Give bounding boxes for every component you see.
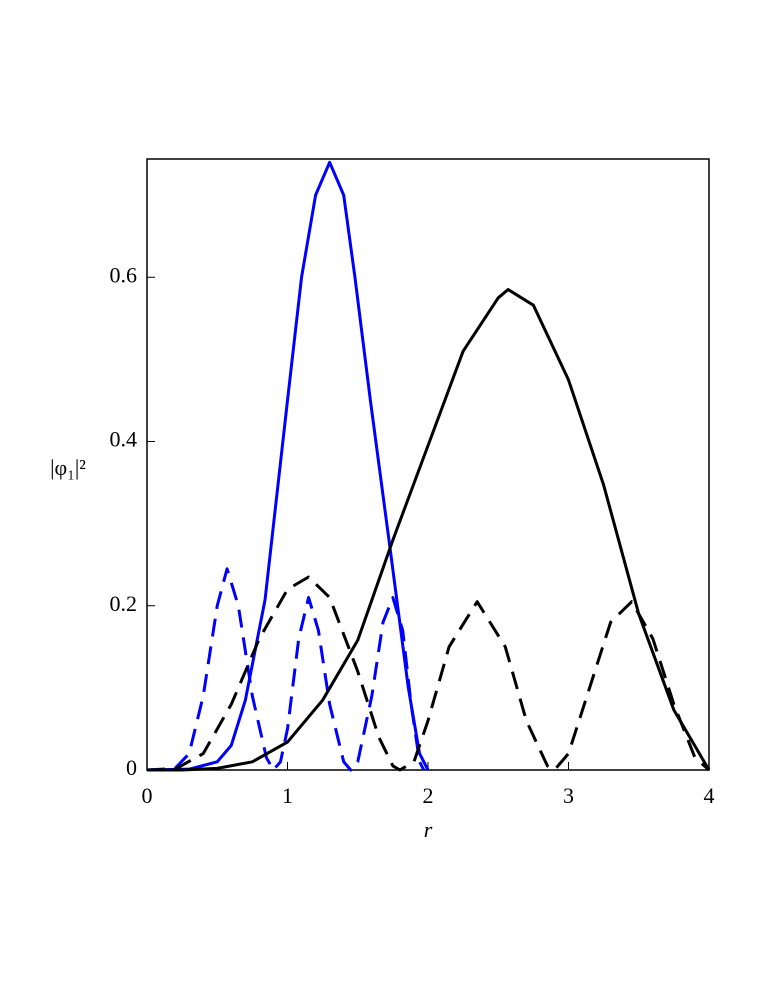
y-axis-label: |φ₁|² bbox=[50, 455, 86, 480]
x-tick-label: 0 bbox=[142, 783, 153, 808]
curve bbox=[146, 567, 426, 772]
x-tick-label: 1 bbox=[282, 783, 293, 808]
plot-frame bbox=[146, 158, 710, 771]
y-tick-label: 0.6 bbox=[110, 262, 138, 287]
y-tick-label: 0.4 bbox=[110, 427, 138, 452]
x-tick-label: 2 bbox=[423, 783, 434, 808]
x-tick-label: 4 bbox=[704, 783, 715, 808]
curve bbox=[146, 160, 430, 772]
x-axis-label: r bbox=[424, 817, 433, 842]
y-tick-label: 0.2 bbox=[110, 591, 138, 616]
x-tick-label: 3 bbox=[563, 783, 574, 808]
curve bbox=[147, 288, 711, 772]
curve bbox=[146, 575, 710, 772]
y-tick-label: 0 bbox=[126, 755, 137, 780]
